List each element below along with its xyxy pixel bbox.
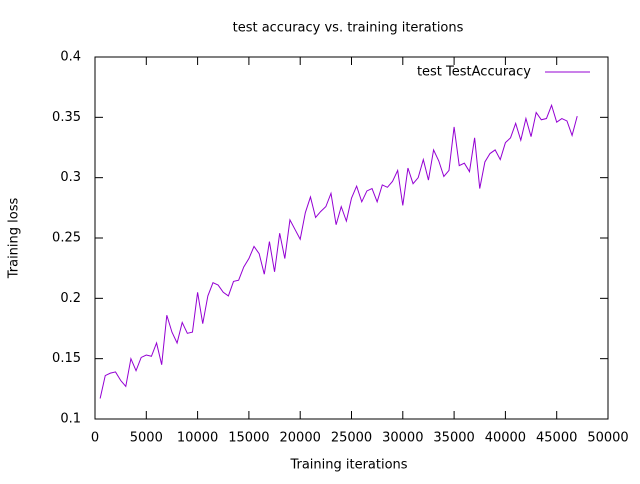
x-axis-label: Training iterations — [289, 458, 407, 473]
x-tick-label: 35000 — [433, 431, 474, 446]
x-tick-label: 45000 — [536, 431, 577, 446]
x-tick-label: 50000 — [587, 431, 628, 446]
x-tick-label: 15000 — [228, 431, 269, 446]
y-tick-label: 0.25 — [52, 231, 81, 246]
y-axis-label: Training loss — [7, 198, 22, 280]
y-tick-label: 0.35 — [52, 110, 81, 125]
x-tick-label: 5000 — [130, 431, 163, 446]
x-tick-label: 20000 — [280, 431, 321, 446]
plot-border — [94, 56, 609, 420]
chart-title: test accuracy vs. training iterations — [233, 21, 464, 36]
y-tick-label: 0.3 — [60, 170, 81, 185]
x-tick-label: 30000 — [382, 431, 423, 446]
x-tick-label: 10000 — [177, 431, 218, 446]
y-tick-label: 0.2 — [60, 291, 81, 306]
x-tick-label: 0 — [91, 431, 99, 446]
legend-label: test TestAccuracy — [417, 65, 531, 80]
data-line — [99, 103, 578, 399]
y-tick-label: 0.15 — [52, 351, 81, 366]
y-tick-label: 0.1 — [60, 412, 81, 427]
x-tick-label: 40000 — [485, 431, 526, 446]
x-tick-label: 25000 — [331, 431, 372, 446]
y-tick-label: 0.4 — [60, 50, 81, 65]
